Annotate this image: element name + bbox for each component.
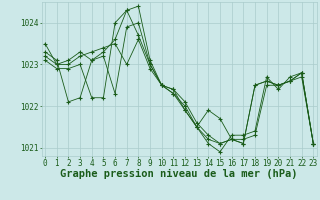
X-axis label: Graphe pression niveau de la mer (hPa): Graphe pression niveau de la mer (hPa) [60,169,298,179]
